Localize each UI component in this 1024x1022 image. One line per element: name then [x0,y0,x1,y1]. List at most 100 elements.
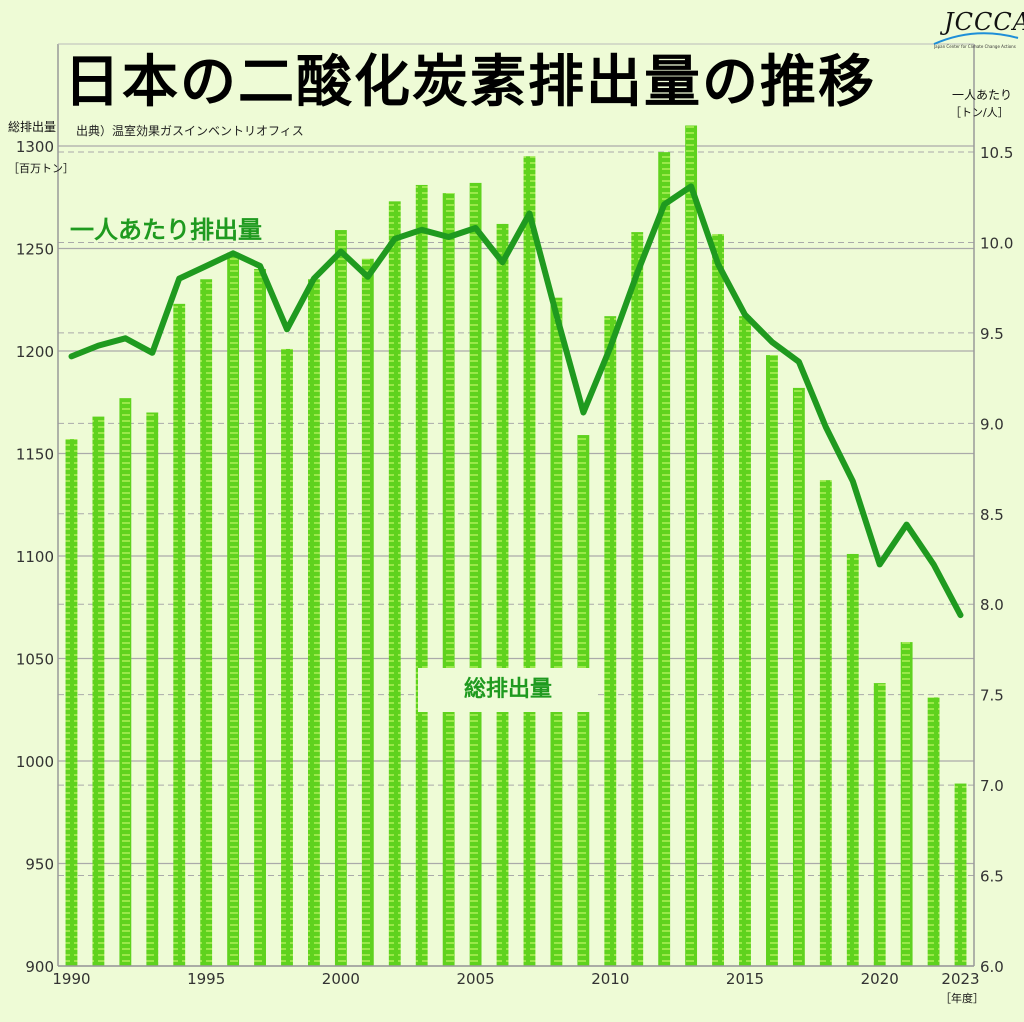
x-tick-label: 2005 [456,970,494,988]
line-point [502,261,504,263]
line-point [70,355,72,357]
bar [739,316,751,966]
bar [900,642,913,966]
source-note: 出典）温室効果ガスインベントリオフィス [76,124,304,138]
line-point [609,346,611,348]
bar [631,232,644,967]
jccca-logo: JCCCA Japan Center for Climate Change Ac… [930,8,1024,49]
logo-arc-icon [933,32,1019,45]
per-capita-line [68,183,964,619]
bar [415,184,428,966]
bar [65,439,78,966]
line-point [97,345,99,347]
line-point [582,411,584,413]
line-point [798,361,800,363]
bar [361,258,374,966]
left-tick-label: 1050 [16,651,54,669]
line-point [313,278,315,280]
x-tick-label: 1995 [187,970,225,988]
line-point [475,227,477,229]
x-tick-label: 2020 [861,970,899,988]
left-axis-unit: ［百万トン］ [8,162,74,175]
line-point [960,614,962,616]
bar-series-label: 総排出量 [418,668,598,712]
bar [846,553,859,966]
bar [227,252,240,967]
logo-text: JCCCA [944,8,1024,36]
right-tick-label: 9.5 [980,325,1004,343]
left-axis-label: 総排出量 [8,120,57,134]
left-tick-label: 1200 [16,343,54,361]
line-point [771,341,773,343]
bar [146,412,159,966]
bar [819,480,832,966]
bar [254,269,266,966]
line-point [259,265,261,267]
line-point [555,314,557,316]
right-tick-label: 7.0 [980,777,1004,795]
line-point [286,328,288,330]
bar [873,683,886,966]
bar [954,783,967,966]
line-point [879,563,881,565]
right-tick-label: 6.0 [980,958,1004,976]
x-tick-label: 2000 [322,970,360,988]
right-tick-label: 9.0 [980,415,1004,433]
line-point [636,272,638,274]
line-point [663,203,665,205]
x-tick-label: 2023 [941,970,979,988]
left-tick-label: 900 [25,958,54,976]
line-point [421,229,423,231]
chart-title: 日本の二酸化炭素排出量の推移 [64,50,876,115]
left-tick-label: 1000 [16,753,54,771]
right-tick-label: 10.5 [980,144,1013,162]
bar [927,697,940,966]
bar [523,156,536,966]
line-point [717,263,719,265]
line-series [68,183,964,619]
line-point [690,185,692,187]
line-point [367,276,369,278]
bar [496,223,509,966]
x-tick-label: 1990 [52,970,90,988]
bar [604,316,617,966]
right-tick-label: 10.0 [980,234,1013,252]
logo-subtitle: Japan Center for Climate Change Actions [934,44,1016,49]
bar [766,355,778,967]
bar [92,416,105,967]
right-tick-label: 8.0 [980,596,1004,614]
bar [388,201,401,967]
line-point [448,236,450,238]
line-point [178,278,180,280]
bar [200,279,213,966]
bar [550,297,563,966]
bar [712,234,724,966]
line-point [825,426,827,428]
axes [57,43,975,967]
line-point [394,238,396,240]
line-point [151,352,153,354]
right-axis-unit: ［トン/人］ [950,106,1009,119]
bars [65,125,967,967]
line-point [933,563,935,565]
left-tick-label: 1100 [16,548,54,566]
bar [308,279,320,966]
right-tick-label: 6.5 [980,868,1004,886]
line-series-label: 一人あたり排出量 [70,216,262,244]
bar [469,182,482,966]
right-tick-label: 7.5 [980,687,1004,705]
left-tick-label: 1150 [16,446,54,464]
right-axis-label: 一人あたり [952,88,1013,102]
bar [119,398,132,966]
bar [334,230,347,967]
bar [281,348,293,966]
line-point [124,337,126,339]
line-point [744,314,746,316]
bar [685,125,698,966]
left-tick-label: 1250 [16,241,54,259]
bar [442,193,455,966]
tick-labels: 900 950 1000 1050 1100 1150 1200 1250 1300 6.0 6.5… [16,138,1014,988]
line-point [232,252,234,254]
left-tick-label: 1300 [16,138,54,156]
